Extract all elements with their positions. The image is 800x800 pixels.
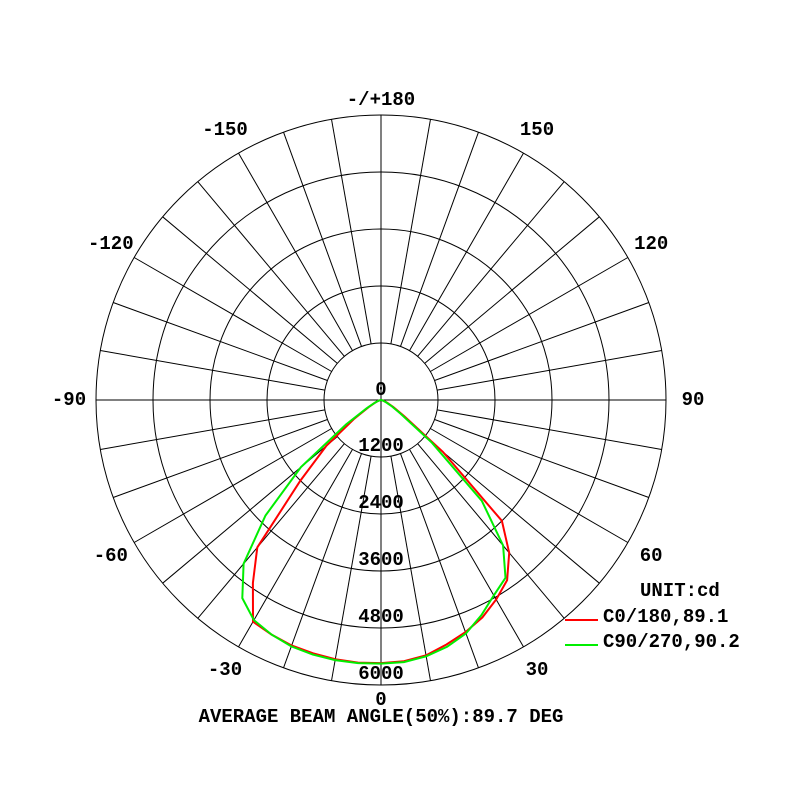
- angle-label: 30: [526, 659, 549, 681]
- angle-label: -120: [88, 233, 134, 255]
- r-tick-label: 6000: [358, 663, 404, 685]
- angle-label: 90: [682, 389, 705, 411]
- angle-grid-line: [238, 152, 353, 351]
- angle-grid-line: [409, 449, 524, 648]
- r-tick-label: 3600: [358, 549, 404, 571]
- r-tick-label: 0: [375, 379, 386, 401]
- r-tick-label: 4800: [358, 606, 404, 628]
- angle-grid-line: [409, 152, 524, 351]
- angle-label: -90: [52, 389, 86, 411]
- legend-label: C0/180,89.1: [603, 606, 728, 628]
- angle-label: 150: [520, 119, 554, 141]
- angle-grid-line: [430, 428, 629, 543]
- angle-grid-line: [133, 257, 332, 372]
- angle-grid-line: [133, 428, 332, 543]
- angle-label: -/+180: [347, 89, 415, 111]
- angle-label: 0: [375, 689, 386, 711]
- angle-label: -60: [94, 545, 128, 567]
- angle-label: -150: [202, 119, 248, 141]
- angle-label: -30: [208, 659, 242, 681]
- angle-grid-line: [430, 257, 629, 372]
- angle-grid-line: [238, 449, 353, 648]
- r-tick-label: 1200: [358, 435, 404, 457]
- angle-label: 60: [640, 545, 663, 567]
- legend-title: UNIT:cd: [640, 580, 720, 602]
- angle-label: 120: [634, 233, 668, 255]
- series-line: [241, 399, 507, 665]
- legend-label: C90/270,90.2: [603, 631, 740, 653]
- r-tick-label: 2400: [358, 492, 404, 514]
- annotation: AVERAGE BEAM ANGLE(50%):89.7 DEG: [199, 706, 564, 728]
